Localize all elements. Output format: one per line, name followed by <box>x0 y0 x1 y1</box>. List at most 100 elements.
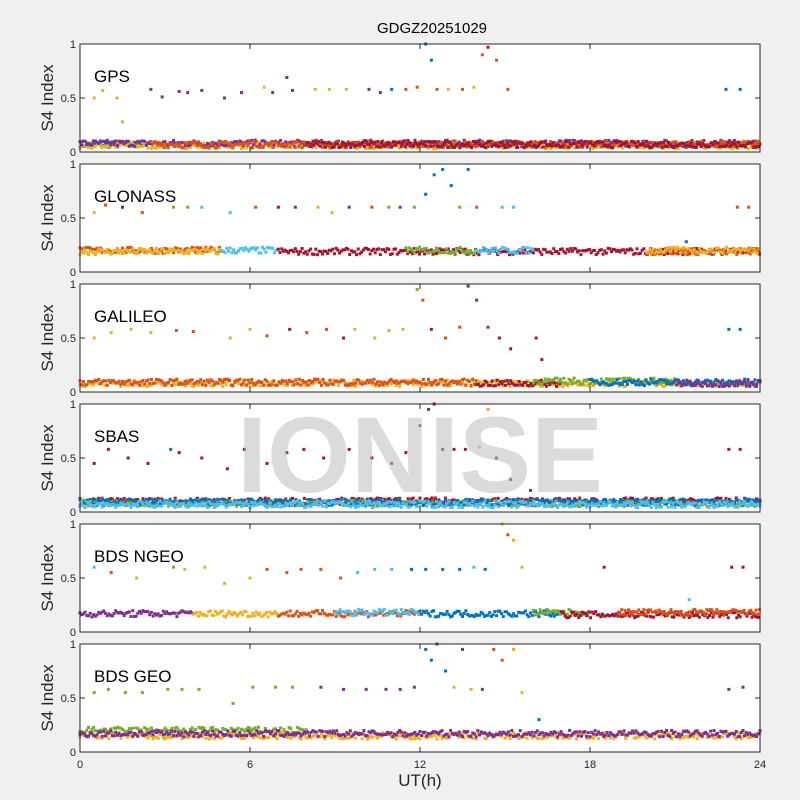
baseline-point <box>418 496 422 500</box>
panel-label: SBAS <box>94 427 139 446</box>
baseline-point <box>755 251 759 255</box>
baseline-point <box>498 500 502 504</box>
baseline-point <box>554 146 558 150</box>
baseline-point <box>161 383 165 387</box>
baseline-point <box>105 383 109 387</box>
baseline-point <box>678 380 682 384</box>
baseline-point <box>233 140 237 144</box>
baseline-point <box>273 140 277 144</box>
baseline-point <box>206 250 209 254</box>
baseline-point <box>210 141 214 145</box>
baseline-point <box>709 141 713 145</box>
baseline-point <box>542 504 546 508</box>
baseline-point <box>343 381 347 385</box>
baseline-point <box>267 497 271 501</box>
baseline-point <box>347 498 351 502</box>
baseline-point <box>642 500 646 504</box>
baseline-point <box>591 140 595 144</box>
baseline-point <box>139 145 143 149</box>
baseline-point <box>212 501 216 505</box>
baseline-point <box>595 500 599 504</box>
baseline-point <box>194 381 198 385</box>
baseline-point <box>80 145 84 149</box>
baseline-point <box>90 249 94 253</box>
baseline-point <box>747 141 751 145</box>
baseline-point <box>336 383 340 387</box>
baseline-point <box>523 248 527 252</box>
baseline-point <box>268 498 272 502</box>
baseline-point <box>540 499 544 503</box>
data-point <box>186 205 190 209</box>
baseline-point <box>753 384 757 388</box>
baseline-point <box>207 380 211 384</box>
baseline-point <box>612 498 616 502</box>
baseline-point <box>546 504 549 508</box>
baseline-point <box>595 498 599 502</box>
baseline-point <box>677 247 681 251</box>
baseline-point <box>440 380 444 384</box>
baseline-point <box>411 252 415 256</box>
baseline-point <box>493 246 497 250</box>
baseline-point <box>562 250 566 254</box>
baseline-point <box>228 145 232 149</box>
baseline-point <box>92 251 96 255</box>
baseline-point <box>646 502 650 506</box>
baseline-point <box>251 504 255 508</box>
baseline-point <box>508 498 512 502</box>
baseline-point <box>582 378 586 382</box>
baseline-point <box>199 500 203 504</box>
baseline-point <box>161 252 165 256</box>
baseline-point <box>155 146 158 150</box>
baseline-point <box>177 500 181 504</box>
baseline-point <box>727 379 731 383</box>
baseline-point <box>645 252 649 256</box>
baseline-point <box>638 251 642 255</box>
baseline-point <box>709 381 713 385</box>
baseline-point <box>105 141 109 145</box>
baseline-point <box>214 142 218 146</box>
baseline-point <box>144 141 148 145</box>
baseline-point <box>346 247 350 251</box>
baseline-point <box>399 379 403 383</box>
baseline-point <box>132 503 136 507</box>
baseline-point <box>695 506 699 510</box>
baseline-point <box>102 498 106 502</box>
baseline-point <box>704 502 708 506</box>
baseline-point <box>619 503 623 507</box>
baseline-point <box>212 144 216 148</box>
y-axis-label: S4 Index <box>38 64 57 132</box>
baseline-point <box>365 500 369 504</box>
baseline-point <box>404 500 408 504</box>
baseline-point <box>653 381 657 385</box>
baseline-point <box>170 378 174 382</box>
baseline-point <box>731 383 735 387</box>
baseline-point <box>136 249 140 253</box>
baseline-point <box>357 497 361 501</box>
baseline-point <box>131 609 135 613</box>
baseline-point <box>583 383 587 387</box>
baseline-point <box>731 380 735 384</box>
baseline-point <box>102 250 106 254</box>
data-point <box>429 327 433 331</box>
baseline-point <box>552 247 556 251</box>
baseline-point <box>629 496 633 500</box>
baseline-point <box>148 381 152 385</box>
baseline-point <box>81 139 85 143</box>
baseline-point <box>283 248 287 252</box>
baseline-point <box>517 504 521 508</box>
baseline-point <box>654 503 658 507</box>
baseline-point <box>532 499 536 503</box>
data-point <box>390 461 394 465</box>
baseline-point <box>212 503 216 507</box>
baseline-point <box>411 378 415 382</box>
baseline-point <box>205 614 209 618</box>
baseline-point <box>427 377 430 381</box>
baseline-point <box>515 499 519 503</box>
baseline-point <box>462 250 466 254</box>
data-point <box>727 447 731 451</box>
baseline-point <box>390 143 394 147</box>
data-point <box>293 205 297 209</box>
baseline-point <box>682 497 685 501</box>
baseline-point <box>646 142 650 146</box>
baseline-point <box>158 145 162 149</box>
